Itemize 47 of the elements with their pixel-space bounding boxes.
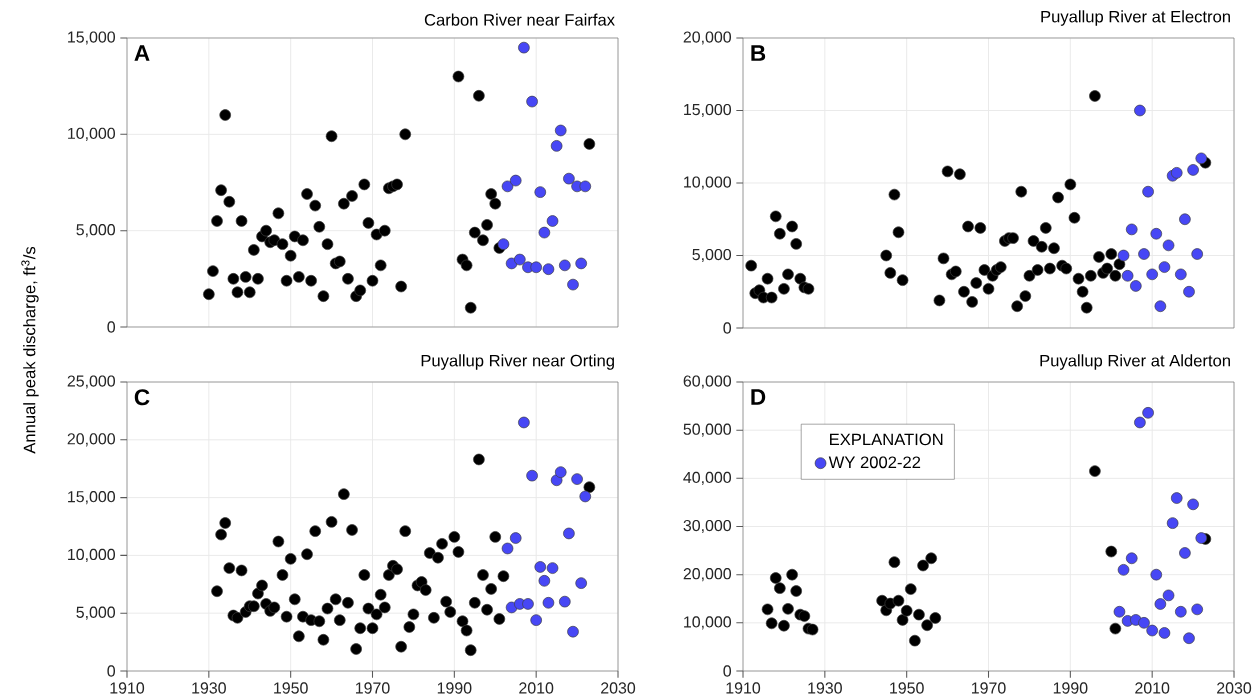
y-tick-label: 5,000 (76, 606, 116, 620)
y-tick-label: 40,000 (683, 471, 732, 485)
y-axis-title: Annual peak discharge, ft$^{3}$/s (21, 246, 39, 454)
y-tick-label: 15,000 (684, 103, 732, 118)
chart-title: Puyallup River at Electron (1041, 10, 1230, 26)
y-tick-label: 5,000 (692, 248, 732, 263)
x-tick-label: 1970 (355, 682, 390, 694)
annotation: C (134, 389, 150, 406)
x-tick-label: 2010 (1135, 682, 1170, 694)
chart-title: Puyallup River near Orting (421, 354, 614, 370)
x-tick-label: 1910 (726, 682, 761, 694)
y-tick-label: 10,000 (684, 616, 732, 630)
chart-title: Carbon River near Fairfax (424, 13, 615, 26)
y-tick-label: 10,000 (68, 548, 116, 562)
y-tick-label: 5,000 (76, 224, 116, 238)
y-tick-label: 20,000 (67, 433, 116, 447)
y-tick-label: 25,000 (67, 375, 116, 389)
y-tick-label: 50,000 (683, 423, 732, 437)
y-tick-label: 10,000 (68, 127, 116, 141)
annotation: D (751, 389, 766, 405)
y-tick-label: 30,000 (683, 519, 732, 534)
annotation: A (134, 45, 150, 61)
legend-label: WY 2002-22 (828, 456, 921, 469)
y-tick-label: 10,000 (684, 176, 732, 190)
annotation: B (751, 45, 766, 61)
x-tick-label: 1990 (437, 682, 472, 694)
y-tick-label: 20,000 (683, 31, 732, 45)
x-tick-label: 1910 (110, 682, 145, 694)
y-tick-label: 15,000 (68, 31, 116, 45)
y-tick-label: 60,000 (683, 375, 732, 389)
y-tick-label: 0 (107, 665, 116, 677)
y-tick-label: 0 (107, 321, 116, 333)
x-tick-label: 2030 (1217, 682, 1252, 694)
x-tick-label: 2030 (601, 682, 636, 694)
chart-title: Puyallup River at Alderton (1040, 354, 1230, 370)
y-tick-label: 0 (723, 322, 732, 334)
x-tick-label: 1950 (890, 682, 924, 694)
x-tick-label: 2010 (519, 682, 554, 694)
y-tick-label: 0 (723, 665, 732, 677)
y-tick-label: 20,000 (683, 568, 732, 582)
y-tick-label: 15,000 (68, 491, 116, 505)
x-tick-label: 1970 (971, 682, 1006, 694)
x-tick-label: 1950 (274, 682, 308, 694)
legend-title: EXPLANATION (830, 433, 943, 446)
x-tick-label: 1930 (808, 682, 842, 694)
x-tick-label: 1990 (1053, 682, 1088, 694)
x-tick-label: 1930 (192, 682, 226, 694)
